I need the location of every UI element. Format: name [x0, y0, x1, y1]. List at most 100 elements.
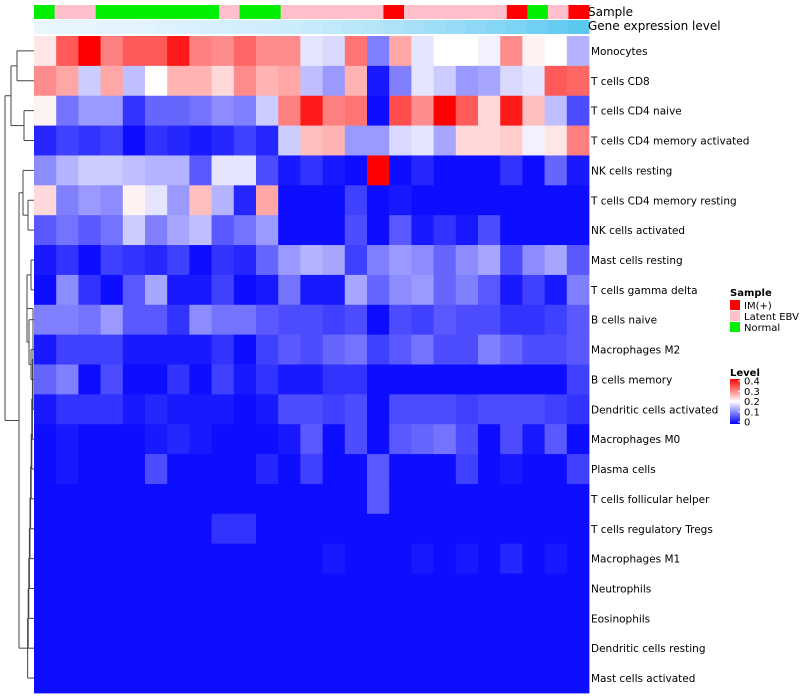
heatmap-cell [389, 185, 412, 216]
heatmap-cell [544, 95, 568, 126]
heatmap-cell [322, 65, 346, 97]
heatmap-cell [367, 245, 390, 276]
heatmap-cell [100, 304, 124, 336]
heatmap-cell [367, 274, 390, 306]
heatmap-cell [211, 155, 235, 186]
heatmap-cell [233, 633, 257, 664]
row-dendrogram [4, 50, 34, 679]
heatmap-cell [544, 633, 568, 664]
heatmap-cell [78, 155, 101, 186]
heatmap-cell [167, 543, 190, 574]
heatmap-cell [455, 95, 479, 126]
heatmap-cell [322, 663, 346, 694]
expression-annotation-cell [486, 20, 508, 34]
heatmap-cell [278, 364, 301, 395]
heatmap-cell [100, 513, 124, 545]
heatmap-cell [389, 573, 412, 604]
heatmap-cell [544, 245, 568, 276]
heatmap-cell [100, 364, 124, 395]
heatmap-cell [367, 394, 390, 425]
heatmap-cell [167, 364, 190, 395]
heatmap-cell [566, 603, 590, 634]
heatmap-cell [167, 633, 190, 664]
heatmap-cell [34, 454, 57, 485]
legend-sample-swatch [730, 311, 740, 321]
heatmap-cell [367, 424, 390, 455]
expression-annotation-cell [157, 20, 179, 34]
heatmap-cell [211, 663, 235, 694]
legend-sample-label: Latent EBV [744, 312, 799, 323]
heatmap-cell [411, 274, 434, 306]
row-label: NK cells resting [591, 165, 672, 177]
heatmap-cell [478, 633, 501, 664]
heatmap-cell [544, 364, 568, 395]
heatmap-cell [34, 394, 57, 425]
heatmap-cell [455, 215, 479, 246]
heatmap-cell [500, 394, 523, 425]
heatmap-cell [500, 304, 523, 336]
heatmap-cell [211, 304, 235, 336]
heatmap-cell [56, 185, 79, 216]
heatmap-cell [389, 663, 412, 694]
heatmap-cell [344, 364, 368, 395]
heatmap-cell [256, 633, 279, 664]
heatmap-cell [344, 573, 368, 604]
sample-annotation-cell [260, 5, 282, 19]
heatmap-cell [566, 65, 590, 97]
row-label: Neutrophils [591, 583, 651, 595]
heatmap-cell [433, 424, 457, 455]
heatmap-cell [322, 304, 346, 336]
heatmap-cell [122, 543, 146, 574]
heatmap-cell [256, 65, 279, 97]
heatmap-cell [322, 245, 346, 276]
heatmap-cell [367, 633, 390, 664]
heatmap-cell [478, 573, 501, 604]
heatmap-cell [211, 274, 235, 306]
legend-sample-swatch [730, 300, 740, 310]
heatmap-cell [100, 125, 124, 156]
heatmap-cell [411, 543, 434, 574]
heatmap-cell [189, 513, 212, 545]
heatmap-cell [433, 245, 457, 276]
heatmap-cell [522, 424, 545, 455]
heatmap-cell [522, 663, 545, 694]
heatmap-cell [344, 185, 368, 216]
heatmap-cell [145, 245, 168, 276]
heatmap-cell [455, 483, 479, 515]
heatmap-cell [34, 274, 57, 306]
legend-sample-swatch [730, 322, 740, 332]
heatmap-cell [300, 304, 323, 336]
heatmap-cell [211, 215, 235, 246]
heatmap-cell [278, 483, 301, 515]
heatmap-cell [34, 334, 57, 365]
heatmap-cell [278, 424, 301, 455]
heatmap-cell [256, 663, 279, 694]
heatmap-cell [500, 334, 523, 365]
sample-annotation-cell [116, 5, 138, 19]
heatmap-cell [478, 543, 501, 574]
heatmap-cell [411, 603, 434, 634]
heatmap-cells [34, 36, 590, 694]
row-label: Macrophages M1 [591, 554, 680, 566]
heatmap-cell [56, 663, 79, 694]
heatmap-cell [78, 334, 101, 365]
heatmap-cell [411, 304, 434, 336]
row-label: T cells regulatory Tregs [590, 524, 713, 536]
heatmap-cell [78, 185, 101, 216]
row-label: Macrophages M2 [591, 345, 680, 357]
heatmap-cell [122, 125, 146, 156]
heatmap-cell [389, 364, 412, 395]
heatmap-cell [56, 364, 79, 395]
heatmap-cell [300, 663, 323, 694]
heatmap-cell [56, 573, 79, 604]
heatmap-cell [344, 603, 368, 634]
heatmap-cell [566, 663, 590, 694]
heatmap-cell [145, 215, 168, 246]
heatmap-cell [433, 95, 457, 126]
heatmap-cell [256, 155, 279, 186]
heatmap-cell [167, 603, 190, 634]
heatmap-cell [145, 633, 168, 664]
heatmap-cell [455, 543, 479, 574]
row-label: Macrophages M0 [591, 434, 680, 446]
heatmap-cell [189, 633, 212, 664]
